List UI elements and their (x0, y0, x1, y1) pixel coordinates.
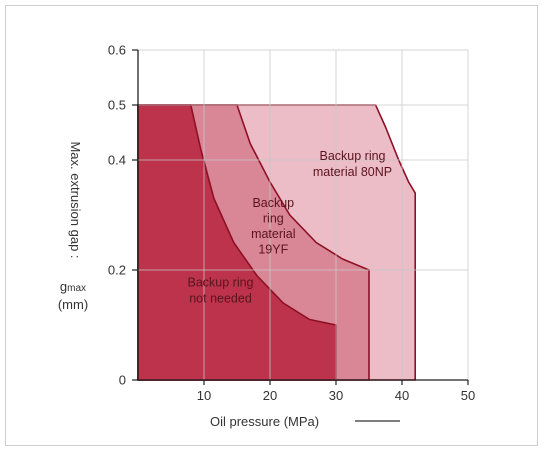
y-axis-unit: (mm) (58, 297, 88, 312)
region-label-line: 19YF (258, 242, 288, 256)
region-label-3: Backup ring not needed (187, 276, 253, 306)
region-label-line: not needed (189, 292, 252, 306)
region-label-line: Backup ring (187, 276, 253, 290)
y-axis-symbol-g: g (60, 279, 67, 294)
region-label-line: Backup (252, 196, 294, 210)
x-axis-label: Oil pressure (MPa) (210, 414, 319, 429)
x-tick-label: 20 (263, 388, 277, 403)
y-tick-label: 0 (119, 373, 126, 388)
y-tick-label: 0.4 (108, 153, 126, 168)
y-tick-label: 0.2 (108, 263, 126, 278)
y-axis-symbol-subscript: max (67, 283, 86, 294)
region-label-line: material (251, 227, 295, 241)
x-tick-label: 40 (395, 388, 409, 403)
grid (138, 49, 469, 380)
region-label-1: Backup ring material 80NP (313, 149, 392, 179)
tick-labels: 0 0.2 0.4 0.5 0.6 10 20 30 40 50 (108, 43, 475, 404)
y-tick-label: 0.6 (108, 43, 126, 58)
region-label-line: material 80NP (313, 165, 392, 179)
x-tick-label: 30 (329, 388, 343, 403)
y-tick-label: 0.5 (108, 98, 126, 113)
axes (132, 49, 469, 385)
y-axis-label: Max. extrusion gap : (68, 141, 83, 258)
region-labels: Backup ring material 80NP Backup ring materi… (187, 149, 392, 306)
x-tick-label: 10 (197, 388, 211, 403)
region-label-line: ring (263, 211, 284, 225)
y-axis-symbol: gmax (60, 279, 86, 294)
region-label-2: Backup ring material 19YF (251, 196, 295, 257)
region-label-line: Backup ring (319, 149, 385, 163)
x-tick-label: 50 (461, 388, 475, 403)
